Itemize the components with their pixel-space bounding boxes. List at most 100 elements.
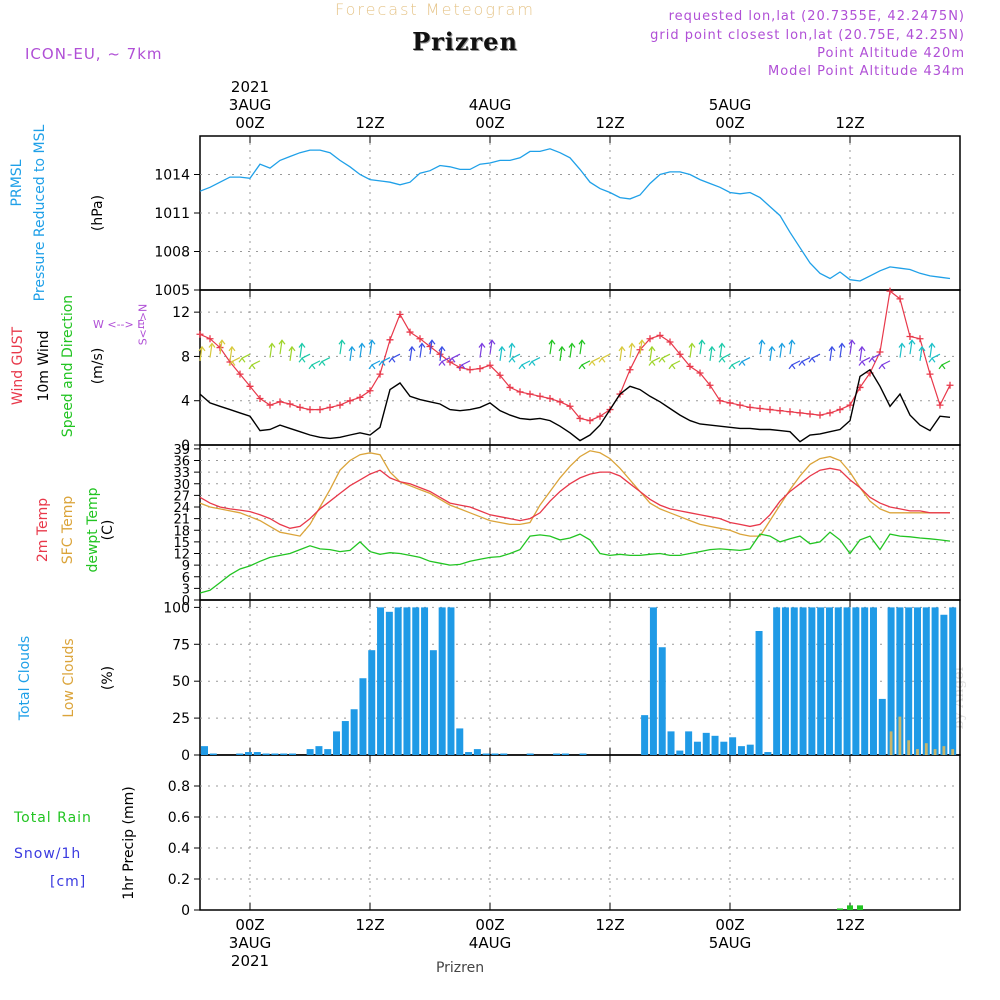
total-cloud-bar — [271, 753, 279, 755]
wind-direction-arrowhead — [718, 357, 726, 363]
wind-gust-point — [746, 403, 754, 411]
wind-direction-arrow — [441, 356, 451, 363]
low-cloud-bar — [924, 743, 928, 755]
wind-direction-arrowhead — [378, 360, 386, 366]
y-tick-label: 0.6 — [168, 810, 190, 826]
wind-direction-arrowhead — [928, 357, 936, 363]
total-cloud-bar — [315, 746, 323, 755]
wind-gust-point — [346, 397, 354, 405]
wind-direction-arrow — [581, 360, 591, 366]
wind-direction-arrowhead — [628, 342, 636, 348]
total-cloud-bar — [799, 607, 807, 755]
wind-direction-arrow — [791, 360, 801, 366]
wind-direction-arrow — [279, 340, 283, 355]
total-cloud-bar — [905, 607, 913, 755]
wind-gust-point — [936, 401, 944, 409]
total-cloud-bar — [456, 728, 464, 755]
wind-gust-point — [826, 409, 834, 417]
y-tick-label: 0.8 — [168, 779, 190, 795]
rain-bar — [857, 905, 863, 910]
top-time-label: 12Z — [355, 114, 384, 132]
total-cloud-bar — [385, 611, 393, 755]
wind-direction-arrowhead — [898, 342, 906, 348]
wind-direction-arrowhead — [438, 345, 446, 352]
total-cloud-bar — [949, 607, 957, 755]
wind-direction-arrow — [339, 340, 343, 355]
wind-direction-arrowhead — [858, 360, 866, 366]
wind-direction-arrow — [741, 356, 751, 363]
wind-direction-arrow — [321, 356, 331, 363]
wind-direction-arrowhead — [578, 363, 586, 370]
wind-gust-point — [706, 381, 714, 389]
low-cloud-bar — [951, 749, 955, 755]
wind-direction-arrow — [311, 360, 321, 366]
low-cloud-bar — [942, 746, 946, 755]
total-cloud-bar — [641, 715, 649, 755]
wind-direction-arrowhead — [658, 357, 666, 363]
wind-direction-arrow — [719, 343, 723, 358]
y-tick-label: 24 — [173, 501, 190, 516]
total-cloud-bar — [817, 607, 825, 755]
footer-location-label: Prizren — [436, 960, 484, 976]
total-cloud-bar — [781, 607, 789, 755]
wind-gust-point — [686, 362, 694, 370]
wind-direction-arrow — [241, 353, 251, 359]
wind-direction-arrowhead — [498, 345, 506, 352]
wind-direction-arrowhead — [858, 345, 866, 352]
total-cloud-bar — [755, 631, 763, 755]
wind-gust-point — [756, 404, 764, 412]
wind-gust-point — [926, 370, 934, 378]
wind-direction-arrowhead — [488, 339, 496, 345]
wind-direction-arrow — [499, 346, 503, 361]
wind-direction-arrowhead — [428, 339, 436, 345]
top-year-label: 2021 — [231, 78, 269, 96]
wind-gust-point — [716, 397, 724, 405]
wind-gust-point — [276, 398, 284, 406]
wind-direction-arrowhead — [698, 339, 706, 345]
wind-gust-point — [536, 392, 544, 400]
bottom-date-label: 4AUG — [469, 934, 511, 952]
wind-direction-arrow — [769, 346, 773, 361]
total-cloud-bar — [465, 752, 473, 755]
wind-direction-arrow — [699, 340, 703, 355]
wind-gust-point — [406, 328, 414, 336]
total-cloud-bar — [869, 607, 877, 755]
total-cloud-bar — [201, 746, 208, 755]
total-cloud-bar — [913, 607, 921, 755]
y-tick-label: 12 — [173, 548, 190, 563]
wind-direction-arrow — [301, 353, 311, 359]
wind-gust-point — [376, 370, 384, 378]
wind-direction-arrow — [569, 343, 573, 358]
total-cloud-bar — [737, 746, 745, 755]
wind-direction-arrowhead — [368, 363, 376, 370]
wind-gust-point — [656, 331, 664, 339]
wind-direction-arrow — [451, 353, 461, 359]
wind-direction-arrow — [629, 343, 633, 358]
y-tick-label: 27 — [173, 489, 190, 504]
wind-direction-arrowhead — [518, 363, 526, 370]
point-altitude: Point Altitude 420m — [817, 46, 965, 61]
wind-gust-point — [206, 335, 214, 343]
wind-direction-arrow — [709, 346, 713, 361]
wind-gust-point — [366, 387, 374, 395]
total-cloud-bar — [649, 607, 657, 755]
wind-direction-arrowhead — [288, 345, 296, 352]
wind-direction-arrowhead — [278, 339, 286, 345]
total-cloud-bar — [262, 753, 270, 755]
total-cloud-bar — [825, 607, 833, 755]
wind-direction-arrowhead — [648, 345, 656, 352]
wind-gust-point — [356, 393, 364, 401]
wind-direction-arrow — [231, 356, 241, 363]
wind-direction-arrowhead — [528, 360, 536, 366]
total-cloud-bar — [711, 735, 719, 755]
dewpt-temp-line — [199, 531, 951, 594]
wind-gust-point — [196, 330, 204, 338]
wind-gust-point — [246, 382, 254, 390]
bottom-time-label: 00Z — [235, 916, 264, 934]
wind-10m-line — [199, 368, 951, 443]
wind-direction-arrow — [849, 340, 853, 355]
wind-gust-point — [736, 401, 744, 409]
top-date-label: 5AUG — [709, 96, 751, 114]
y-tick-label: 1005 — [154, 283, 190, 299]
total-cloud-bar — [421, 607, 429, 755]
